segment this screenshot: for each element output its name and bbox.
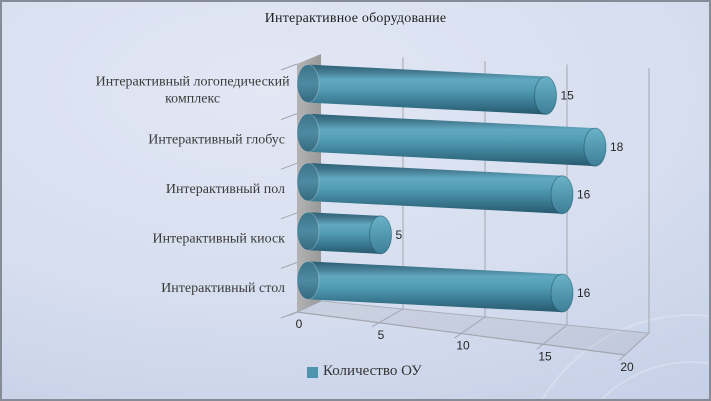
bar-cylinder bbox=[308, 261, 573, 313]
y-tick bbox=[280, 261, 298, 269]
x-tick-label: 5 bbox=[378, 328, 385, 342]
x-tick bbox=[454, 316, 486, 339]
bar-end-cap bbox=[583, 127, 607, 167]
y-tick bbox=[280, 212, 298, 220]
bar-cylinder bbox=[308, 113, 606, 167]
y-tick bbox=[280, 63, 298, 71]
bar-end-cap bbox=[550, 175, 574, 215]
bar-base-cap bbox=[296, 64, 320, 104]
category-label: Интерактивный глобус bbox=[148, 132, 285, 147]
category-label: Интерактивный пол bbox=[166, 182, 285, 197]
legend: Количество ОУ bbox=[307, 363, 422, 380]
category-label: Интерактивный логопедический комплекс bbox=[96, 74, 291, 106]
category-label: Интерактивный киоск bbox=[152, 232, 285, 247]
data-label: 15 bbox=[561, 88, 575, 102]
y-tick bbox=[280, 113, 298, 121]
y-tick bbox=[280, 162, 298, 170]
data-label: 16 bbox=[577, 286, 591, 300]
x-tick-label: 10 bbox=[456, 339, 470, 353]
y-tick bbox=[280, 311, 298, 319]
bar-cylinder bbox=[308, 212, 392, 254]
bar-base-cap bbox=[296, 260, 320, 300]
bar-base-cap bbox=[296, 211, 320, 251]
data-label: 18 bbox=[610, 140, 624, 154]
chart-title: Интерактивное оборудование bbox=[264, 11, 447, 26]
bar-cylinder bbox=[308, 163, 573, 214]
data-label: 5 bbox=[396, 228, 403, 242]
bar-cylinder bbox=[308, 64, 557, 115]
legend-series-label: Количество ОУ bbox=[323, 363, 422, 379]
bar-end-cap bbox=[550, 273, 574, 313]
background-arc-icon bbox=[541, 314, 709, 399]
x-tick-label: 15 bbox=[538, 349, 552, 363]
category-label: Интерактивный стол bbox=[161, 281, 285, 296]
x-tick bbox=[371, 308, 404, 328]
x-tick bbox=[536, 324, 568, 350]
x-tick-label: 0 bbox=[296, 317, 303, 331]
x-tick bbox=[618, 332, 650, 361]
legend-swatch-icon bbox=[307, 367, 318, 378]
floor bbox=[297, 301, 649, 355]
data-label: 16 bbox=[577, 188, 591, 202]
bar-end-cap bbox=[534, 75, 557, 115]
bar-end-cap bbox=[369, 215, 392, 255]
background-arc-icon bbox=[600, 361, 709, 399]
bar-base-cap bbox=[296, 113, 320, 153]
x-axis bbox=[296, 311, 626, 356]
bar-base-cap bbox=[296, 162, 320, 202]
x-tick-label: 20 bbox=[620, 360, 634, 374]
